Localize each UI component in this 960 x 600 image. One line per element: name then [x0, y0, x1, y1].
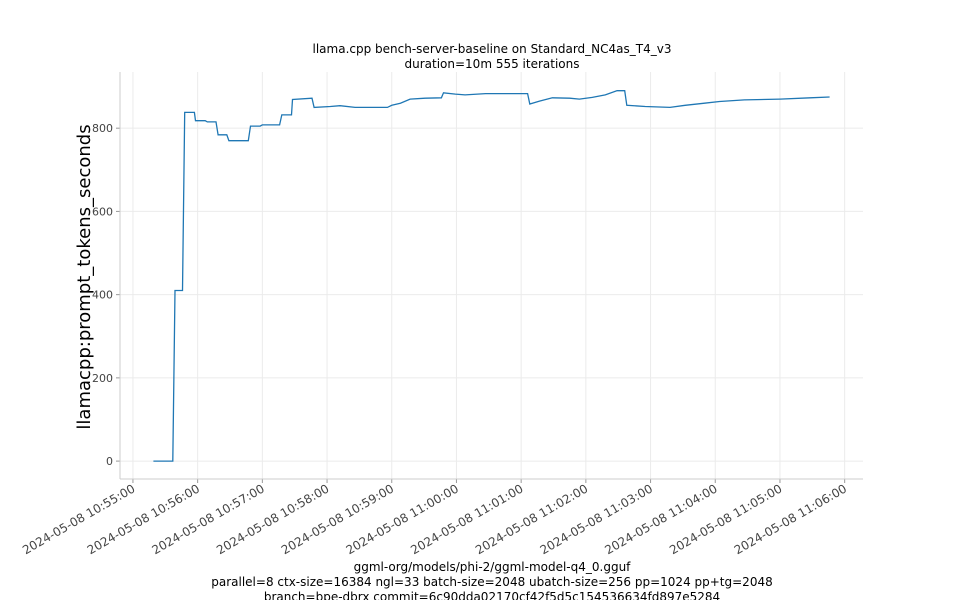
x-tick-label: 2024-05-08 11:04:00 [602, 481, 719, 557]
x-tick-label: 2024-05-08 10:59:00 [279, 481, 396, 557]
x-tick-label: 2024-05-08 10:55:00 [20, 481, 137, 557]
y-tick-label: 800 [92, 122, 113, 135]
x-tick-label: 2024-05-08 11:01:00 [408, 481, 525, 557]
data-line [153, 90, 830, 462]
y-tick-label: 600 [92, 205, 113, 218]
chart-title: llama.cpp bench-server-baseline on Stand… [313, 42, 672, 56]
x-tick-label: 2024-05-08 11:02:00 [473, 481, 590, 557]
footer-line: ggml-org/models/phi-2/ggml-model-q4_0.gg… [354, 560, 632, 574]
x-tick-label: 2024-05-08 11:05:00 [667, 481, 784, 557]
x-tick-label: 2024-05-08 10:57:00 [149, 481, 266, 557]
y-tick-label: 200 [92, 372, 113, 385]
y-tick-label: 0 [106, 455, 113, 468]
footer-line: branch=bpe-dbrx commit=6c90dda02170cf42f… [264, 590, 720, 600]
y-axis-label: llamacpp:prompt_tokens_seconds [74, 124, 95, 429]
y-tick-label: 400 [92, 289, 113, 302]
x-tick-label: 2024-05-08 10:56:00 [85, 481, 202, 557]
x-tick-label: 2024-05-08 11:06:00 [732, 481, 849, 557]
footer-line: parallel=8 ctx-size=16384 ngl=33 batch-s… [211, 575, 772, 589]
x-tick-label: 2024-05-08 11:03:00 [538, 481, 655, 557]
x-tick-label: 2024-05-08 11:00:00 [344, 481, 461, 557]
chart-subtitle: duration=10m 555 iterations [405, 57, 580, 71]
x-tick-label: 2024-05-08 10:58:00 [214, 481, 331, 557]
